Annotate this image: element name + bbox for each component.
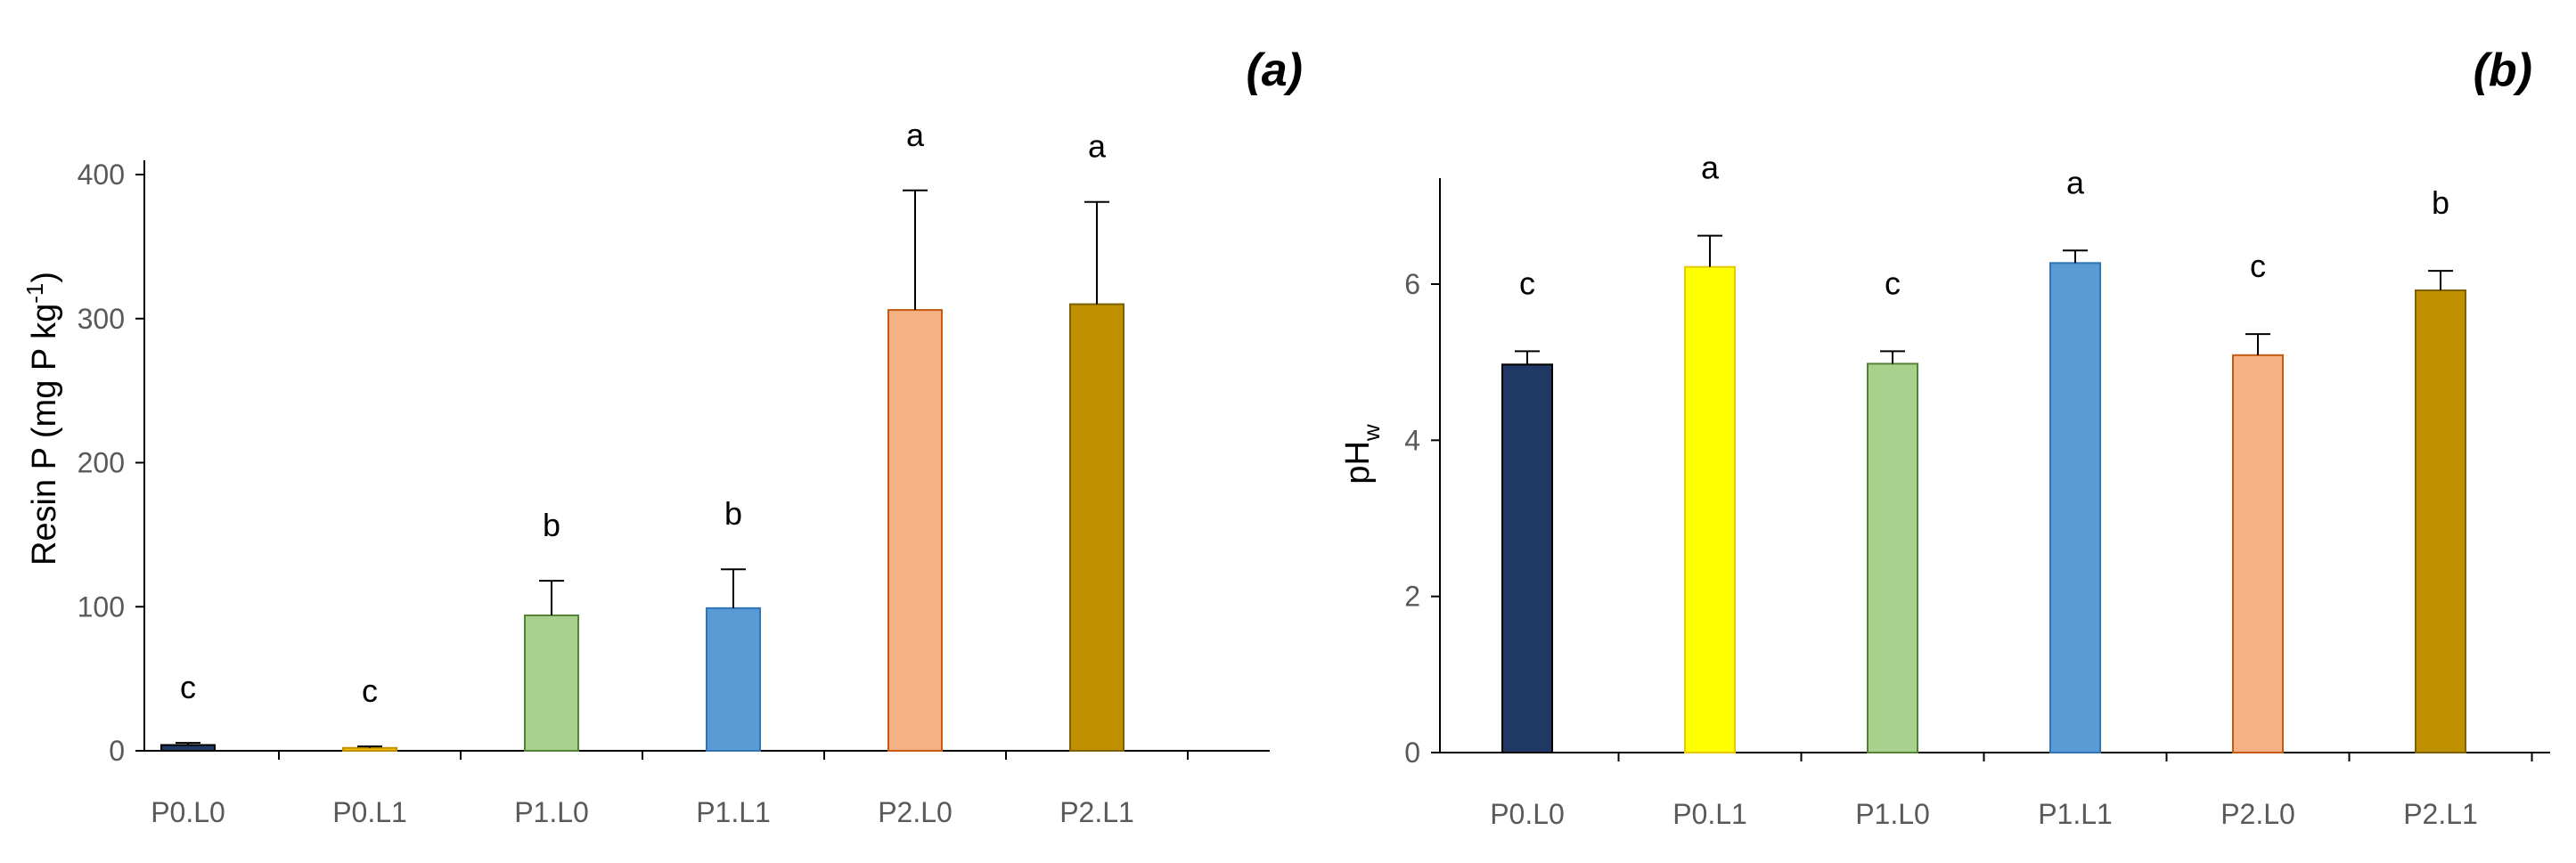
category-label-a: P0.L1: [332, 796, 407, 828]
significance-label-b: c: [1519, 265, 1535, 301]
panel-label-a: (a): [1246, 45, 1303, 96]
bar-a-p2-l0: [887, 309, 943, 752]
panel-b: (b) pHw 0 2 4 6 c P0.L0 a P0.L1 c P1.L0 a P1.L1 c P2.…: [1339, 45, 2550, 830]
significance-label-a: a: [906, 117, 925, 153]
y-axis-title-tail-a: ): [26, 272, 63, 283]
y-tick-label-a: 400: [78, 159, 125, 191]
y-tick-label-b: 0: [1404, 737, 1420, 769]
y-tick-label-b: 2: [1404, 581, 1420, 613]
significance-label-b: a: [1701, 150, 1720, 186]
bar-a-p0-l1: [342, 746, 397, 753]
bar-b-p0-l1: [1684, 265, 1736, 754]
significance-label-a: a: [1088, 128, 1107, 165]
category-label-b: P1.L0: [1855, 798, 1930, 830]
significance-label-b: c: [1885, 265, 1901, 301]
significance-label-b: c: [2250, 248, 2266, 284]
y-tick-label-a: 100: [78, 590, 125, 623]
bar-a-p0-l0: [160, 744, 216, 753]
category-label-a: P1.L0: [514, 796, 589, 828]
panel-a: (a) Resin P (mg P kg-1) 0 100 200 300 400 c P0…: [21, 45, 1303, 828]
y-axis-title-text-a: Resin P (mg P kg: [26, 304, 63, 566]
significance-label-b: b: [2432, 184, 2449, 221]
category-label-a: P2.L0: [878, 796, 953, 828]
bar-b-p2-l0: [2232, 354, 2284, 753]
category-label-a: P0.L0: [151, 796, 225, 828]
panel-label-b: (b): [2474, 45, 2532, 96]
bar-a-p1-l0: [524, 614, 579, 753]
y-axis-title-sub-b: w: [1358, 424, 1385, 442]
y-tick-label-b: 6: [1404, 268, 1420, 300]
y-tick-label-a: 300: [78, 303, 125, 335]
significance-label-a: c: [180, 669, 196, 705]
y-axis-title-text-b: pH: [1339, 441, 1377, 484]
category-label-b: P0.L0: [1490, 798, 1565, 830]
category-label-b: P2.L1: [2403, 798, 2478, 830]
category-label-b: P2.L0: [2220, 798, 2295, 830]
significance-label-b: a: [2066, 164, 2085, 200]
y-tick-label-a: 0: [109, 735, 125, 767]
y-axis-title-sup-a: -1: [21, 283, 48, 304]
y-axis-title-a: Resin P (mg P kg-1): [21, 272, 63, 566]
y-tick-label-b: 4: [1404, 424, 1420, 456]
bar-a-p2-l1: [1069, 303, 1124, 752]
significance-label-a: b: [724, 495, 742, 532]
category-label-a: P1.L1: [696, 796, 771, 828]
category-label-a: P2.L1: [1059, 796, 1134, 828]
significance-label-a: c: [362, 672, 378, 709]
category-label-b: P0.L1: [1672, 798, 1747, 830]
bar-a-p1-l1: [706, 607, 761, 752]
category-label-b: P1.L1: [2038, 798, 2113, 830]
bar-b-p1-l1: [2049, 262, 2101, 753]
y-tick-label-a: 200: [78, 447, 125, 479]
bar-b-p1-l0: [1867, 362, 1918, 753]
bar-b-p0-l0: [1501, 363, 1553, 753]
bar-b-p2-l1: [2415, 289, 2466, 754]
significance-label-a: b: [543, 507, 560, 543]
y-axis-title-b: pHw: [1339, 424, 1385, 484]
